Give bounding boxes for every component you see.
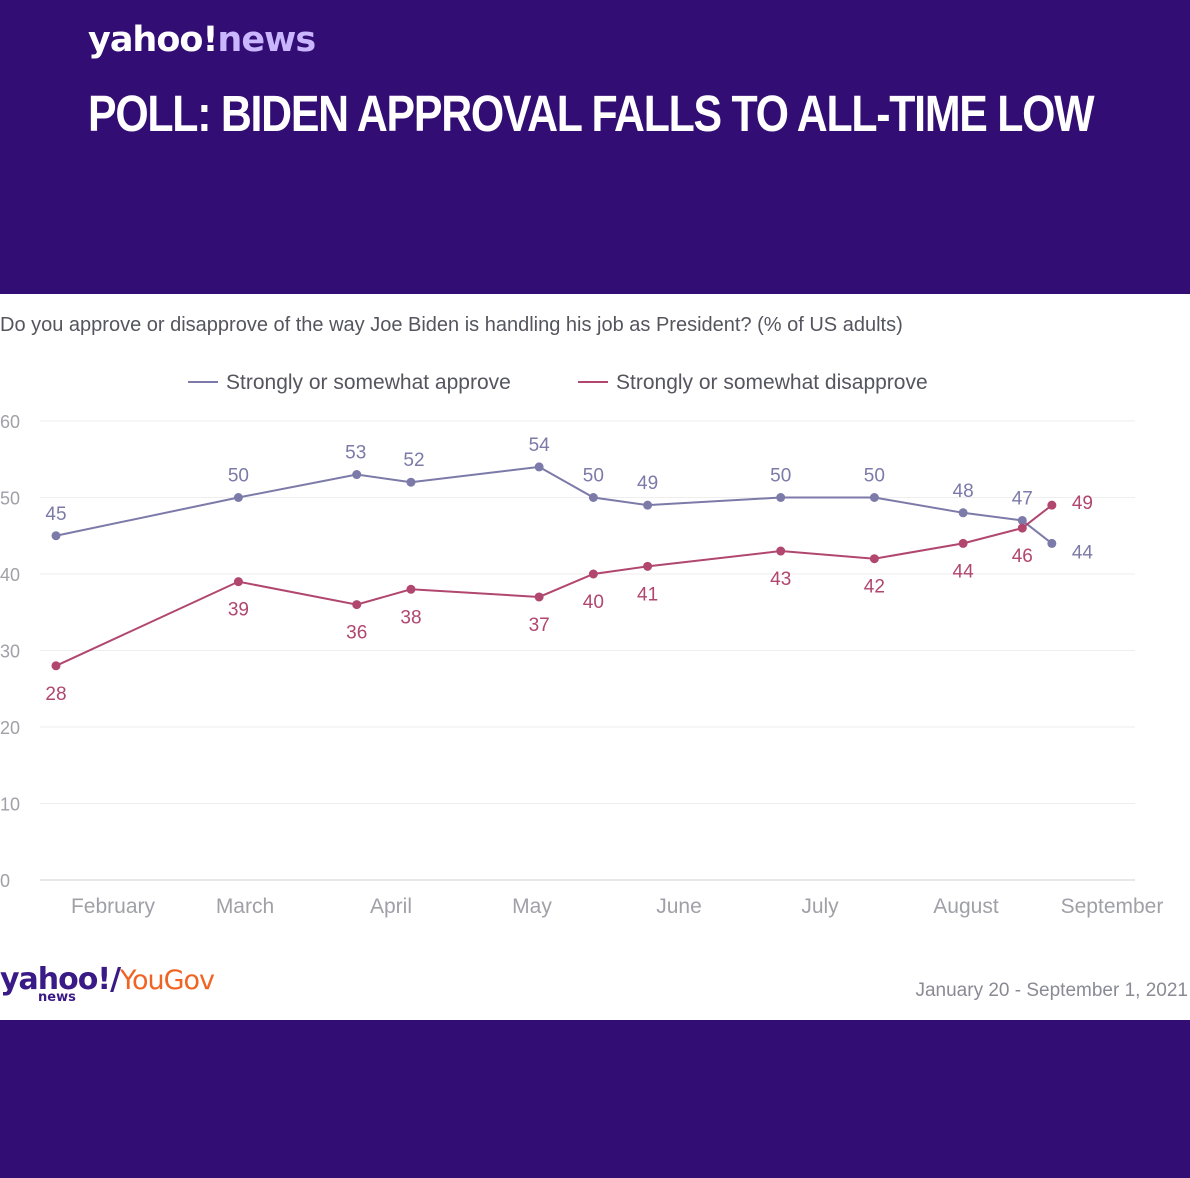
data-label-0-0: 45 bbox=[45, 504, 66, 525]
footer-yougov: YouGov bbox=[120, 965, 215, 996]
series-line-approve bbox=[55, 465, 1053, 545]
brand-yahoo: yahoo! bbox=[88, 20, 218, 60]
data-point-0-2 bbox=[352, 470, 362, 480]
yahoo-yougov-logo: yahoo!/YouGov news bbox=[0, 962, 215, 1005]
brand-news: news bbox=[217, 20, 316, 60]
x-tick-may: May bbox=[512, 895, 552, 918]
data-point-0-5 bbox=[588, 493, 598, 502]
y-tick-60: 60 bbox=[0, 412, 20, 432]
approval-line-chart: Do you approve or disapprove of the way … bbox=[0, 314, 1164, 918]
data-label-1-9: 44 bbox=[953, 561, 975, 582]
data-label-1-3: 38 bbox=[400, 607, 421, 628]
data-point-0-7 bbox=[776, 493, 786, 502]
data-point-1-6 bbox=[643, 561, 653, 571]
y-tick-0: 0 bbox=[0, 871, 10, 891]
data-point-1-4 bbox=[534, 592, 544, 602]
y-tick-20: 20 bbox=[0, 718, 20, 738]
data-label-1-10: 46 bbox=[1012, 546, 1033, 567]
headline: POLL: BIDEN APPROVAL FALLS TO ALL-TIME L… bbox=[88, 85, 1095, 142]
data-point-1-0 bbox=[51, 661, 61, 671]
data-point-1-7 bbox=[776, 546, 786, 556]
data-point-0-3 bbox=[406, 477, 416, 487]
data-label-1-11: 49 bbox=[1072, 493, 1093, 514]
data-point-0-1 bbox=[233, 493, 243, 502]
data-point-1-8 bbox=[869, 554, 879, 564]
data-label-0-9: 48 bbox=[953, 481, 974, 502]
footer-yahoo: yahoo! bbox=[0, 962, 111, 997]
x-tick-august: August bbox=[933, 895, 999, 918]
y-tick-30: 30 bbox=[0, 642, 20, 662]
data-point-1-3 bbox=[406, 584, 416, 594]
data-label-0-6: 49 bbox=[637, 473, 658, 494]
data-point-1-5 bbox=[588, 569, 598, 579]
y-tick-50: 50 bbox=[0, 489, 20, 509]
data-label-0-2: 53 bbox=[345, 443, 366, 464]
chart-panel: Do you approve or disapprove of the way … bbox=[0, 294, 1190, 1020]
y-tick-40: 40 bbox=[0, 565, 20, 585]
y-tick-10: 10 bbox=[0, 795, 20, 815]
data-point-1-11 bbox=[1047, 500, 1057, 510]
data-label-1-0: 28 bbox=[45, 684, 66, 705]
data-point-0-11 bbox=[1047, 538, 1057, 548]
data-label-1-8: 42 bbox=[864, 577, 885, 598]
data-label-0-10: 47 bbox=[1012, 488, 1033, 509]
x-tick-february: February bbox=[71, 895, 156, 918]
data-label-1-2: 36 bbox=[346, 623, 367, 644]
data-point-1-2 bbox=[352, 600, 362, 610]
x-tick-march: March bbox=[216, 895, 274, 918]
data-point-0-10 bbox=[1017, 515, 1027, 525]
footer-slash: / bbox=[110, 962, 121, 997]
data-point-0-0 bbox=[51, 531, 61, 541]
x-tick-april: April bbox=[370, 895, 412, 918]
date-range: January 20 - September 1, 2021 bbox=[915, 980, 1188, 1001]
data-point-1-1 bbox=[233, 577, 243, 587]
data-label-0-11: 44 bbox=[1072, 542, 1094, 563]
x-tick-july: July bbox=[801, 895, 839, 918]
data-label-0-5: 50 bbox=[583, 466, 604, 487]
data-label-0-8: 50 bbox=[864, 466, 885, 487]
x-tick-september: September bbox=[1061, 895, 1164, 918]
legend-label-0: Strongly or somewhat approve bbox=[226, 371, 511, 394]
x-tick-june: June bbox=[656, 895, 702, 918]
data-point-1-10 bbox=[1017, 523, 1027, 533]
data-label-1-6: 41 bbox=[637, 584, 658, 605]
footer-news: news bbox=[38, 990, 76, 1005]
data-label-0-4: 54 bbox=[529, 435, 551, 456]
data-label-1-5: 40 bbox=[583, 592, 604, 613]
data-point-0-8 bbox=[869, 493, 879, 502]
chart-title: Do you approve or disapprove of the way … bbox=[0, 314, 903, 336]
data-label-1-1: 39 bbox=[228, 600, 249, 621]
data-point-0-6 bbox=[643, 500, 653, 510]
series-line-disapprove bbox=[55, 504, 1053, 667]
data-label-0-7: 50 bbox=[770, 466, 791, 487]
data-label-1-4: 37 bbox=[529, 615, 550, 636]
data-point-1-9 bbox=[958, 538, 968, 548]
legend-label-1: Strongly or somewhat disapprove bbox=[616, 371, 928, 394]
data-point-0-4 bbox=[534, 462, 544, 472]
data-label-0-3: 52 bbox=[403, 450, 424, 471]
data-label-1-7: 43 bbox=[770, 569, 791, 590]
yahoo-news-logo: yahoo!news bbox=[88, 20, 316, 60]
data-point-0-9 bbox=[958, 508, 968, 518]
data-label-0-1: 50 bbox=[228, 466, 249, 487]
